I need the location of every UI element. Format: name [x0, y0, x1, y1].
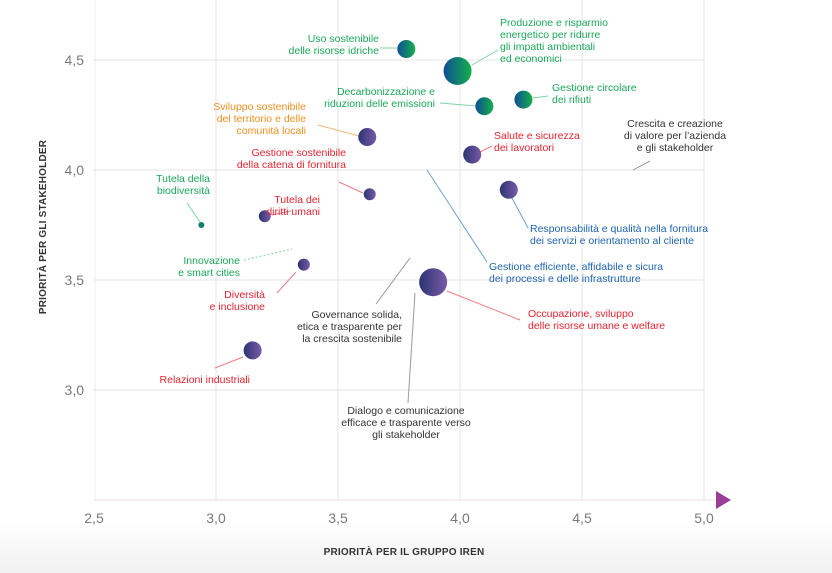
point-label: Salute e sicurezza dei lavoratori: [494, 130, 580, 154]
x-tick-label: 2,5: [84, 510, 104, 526]
annotation-label: Governance solida, etica e trasparente pe…: [297, 309, 403, 345]
point-label: Gestione circolare dei rifiuti: [552, 82, 637, 106]
leader-line: [511, 197, 529, 229]
y-tick-label: 3,5: [65, 272, 85, 288]
annotation-label: Crescita e creazione di valore per l’azie…: [624, 118, 726, 154]
leader-line: [317, 124, 360, 137]
bubbles: [198, 40, 533, 360]
bubble-point: [198, 222, 205, 228]
leader-line: [375, 257, 411, 305]
axis-ticks: 2,5 3,0 3,5 4,0 4,5 5,0 3,0 3,5 4,0 4,5: [65, 52, 714, 526]
bubble-point: [258, 210, 271, 223]
leader-line: [426, 169, 488, 263]
leader-line: [446, 290, 521, 321]
leader-line: [186, 202, 201, 223]
leader-line: [632, 160, 651, 171]
bubble-point: [358, 128, 377, 146]
point-label: Gestione sostenibile della catena di forn…: [237, 147, 346, 171]
x-tick-label: 4,5: [572, 510, 592, 526]
x-tick-label: 5,0: [694, 510, 714, 526]
leader-line: [214, 356, 244, 369]
point-labels: Uso sostenibile delle risorse idriche Prod…: [156, 17, 726, 441]
point-label: Uso sostenibile delle risorse idriche: [289, 33, 380, 57]
point-label: Responsabilità e qualità nella fornitura…: [530, 223, 708, 247]
bubble-point: [419, 268, 448, 297]
point-label: Occupazione, sviluppo delle risorse umane…: [528, 308, 665, 332]
x-tick-label: 3,5: [328, 510, 348, 526]
x-axis-title: PRIORITÀ PER IL GRUPPO IREN: [324, 545, 485, 558]
point-label: Tutela dei diritti umani: [266, 194, 320, 218]
bubble-point: [475, 97, 494, 116]
bubble-point: [243, 341, 262, 360]
x-axis-arrow-icon: [716, 491, 731, 509]
point-label: Sviluppo sostenibile del territorio e del…: [213, 101, 306, 137]
y-tick-label: 4,0: [65, 162, 85, 178]
point-label: Diversità e inclusione: [210, 289, 266, 313]
bubble-point: [514, 90, 533, 109]
point-label: Relazioni industriali: [160, 374, 250, 386]
bubble-point: [443, 57, 472, 85]
leader-line: [471, 49, 499, 66]
bubble-point: [499, 180, 518, 199]
bubble-point: [363, 188, 376, 201]
bubble-point: [297, 258, 310, 271]
x-tick-label: 3,0: [206, 510, 226, 526]
bubble-point: [397, 40, 416, 58]
leader-line: [276, 271, 297, 294]
y-axis-title: PRIORITÀ PER GLI STAKEHOLDER: [36, 139, 49, 314]
point-label: Tutela della biodiversità: [156, 173, 210, 197]
y-tick-label: 3,0: [65, 382, 85, 398]
leader-line: [338, 181, 364, 194]
leader-lines: [186, 47, 651, 404]
leader-line: [532, 95, 549, 99]
annotation-label: Dialogo e comunicazione efficace e traspa…: [341, 405, 471, 441]
y-tick-label: 4,5: [65, 52, 85, 68]
leader-line: [439, 102, 477, 107]
leader-line: [271, 210, 292, 216]
annotation-label: Gestione efficiente, affidabile e sicura…: [489, 261, 663, 285]
x-tick-label: 4,0: [450, 510, 470, 526]
point-label: Produzione e risparmio energetico per rid…: [500, 17, 608, 65]
leader-line: [243, 248, 293, 261]
annotation-label: Innovazione e smart cities: [178, 255, 240, 279]
leader-line: [407, 292, 416, 404]
bubble-point: [463, 145, 482, 164]
point-label: Decarbonizzazione e riduzioni delle emiss…: [324, 86, 435, 110]
leader-line: [479, 145, 493, 153]
